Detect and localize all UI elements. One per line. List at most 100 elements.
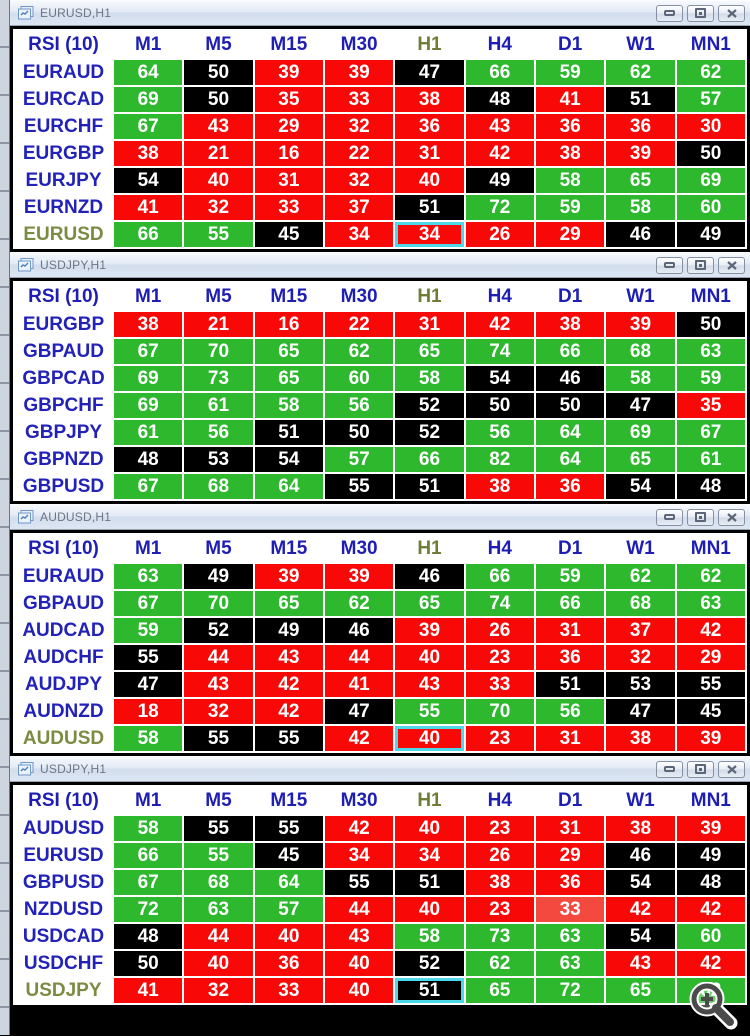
rsi-cell-EURJPY-M5[interactable]: 40 — [184, 168, 253, 193]
rsi-cell-AUDNZD-D1[interactable]: 56 — [535, 699, 605, 724]
pair-label-AUDNZD[interactable]: AUDNZD — [15, 699, 112, 724]
rsi-cell-GBPNZD-D1[interactable]: 64 — [535, 447, 605, 472]
rsi-cell-USDCAD-M30[interactable]: 43 — [324, 924, 394, 949]
rsi-cell-GBPCAD-D1[interactable]: 46 — [535, 366, 605, 391]
rsi-cell-AUDUSD-M5[interactable]: 55 — [184, 816, 253, 841]
rsi-cell-EURCAD-M15[interactable]: 35 — [254, 87, 323, 112]
rsi-cell-GBPCHF-H1[interactable]: 52 — [395, 393, 464, 418]
rsi-cell-EURAUD-H1[interactable]: 46 — [395, 564, 464, 589]
pair-label-USDJPY[interactable]: USDJPY — [15, 978, 112, 1003]
rsi-cell-AUDUSD-H4[interactable]: 23 — [465, 816, 534, 841]
window-titlebar[interactable]: EURUSD,H1 — [10, 0, 750, 26]
rsi-cell-EURGBP-W1[interactable]: 39 — [606, 141, 675, 166]
rsi-cell-EURGBP-H4[interactable]: 42 — [465, 312, 534, 337]
rsi-cell-AUDNZD-M15[interactable]: 42 — [254, 699, 323, 724]
rsi-cell-EURCAD-H4[interactable]: 48 — [465, 87, 534, 112]
rsi-cell-EURGBP-M1[interactable]: 38 — [114, 312, 183, 337]
rsi-cell-EURUSD-W1[interactable]: 46 — [606, 222, 675, 247]
rsi-cell-GBPAUD-H4[interactable]: 74 — [465, 591, 534, 616]
rsi-cell-EURGBP-M5[interactable]: 21 — [184, 141, 253, 166]
rsi-cell-EURCHF-H4[interactable]: 43 — [465, 114, 534, 139]
rsi-cell-EURUSD-M30[interactable]: 34 — [324, 843, 394, 868]
rsi-cell-USDJPY-M15[interactable]: 33 — [254, 978, 323, 1003]
rsi-cell-USDCAD-MN1[interactable]: 60 — [676, 924, 745, 949]
rsi-cell-EURNZD-D1[interactable]: 59 — [535, 195, 605, 220]
window-titlebar[interactable]: USDJPY,H1 — [10, 756, 750, 782]
rsi-cell-GBPJPY-MN1[interactable]: 67 — [676, 420, 745, 445]
rsi-cell-EURGBP-H1[interactable]: 31 — [395, 312, 464, 337]
rsi-cell-EURUSD-H1[interactable]: 34 — [395, 222, 464, 247]
rsi-cell-GBPAUD-MN1[interactable]: 63 — [676, 591, 745, 616]
rsi-cell-NZDUSD-H1[interactable]: 40 — [395, 897, 464, 922]
rsi-cell-GBPUSD-H4[interactable]: 38 — [465, 474, 534, 499]
rsi-cell-EURJPY-H1[interactable]: 40 — [395, 168, 464, 193]
rsi-cell-AUDCHF-M1[interactable]: 55 — [114, 645, 183, 670]
rsi-cell-AUDUSD-D1[interactable]: 31 — [535, 816, 605, 841]
rsi-cell-GBPCHF-W1[interactable]: 47 — [606, 393, 675, 418]
rsi-cell-USDJPY-H1[interactable]: 51 — [395, 978, 464, 1003]
rsi-cell-EURAUD-W1[interactable]: 62 — [606, 60, 675, 85]
rsi-cell-GBPUSD-H4[interactable]: 38 — [465, 870, 534, 895]
rsi-cell-AUDUSD-M5[interactable]: 55 — [184, 726, 253, 751]
rsi-cell-EURUSD-M5[interactable]: 55 — [184, 222, 253, 247]
rsi-cell-GBPCAD-H4[interactable]: 54 — [465, 366, 534, 391]
rsi-cell-EURAUD-M1[interactable]: 63 — [114, 564, 183, 589]
rsi-cell-AUDNZD-M5[interactable]: 32 — [184, 699, 253, 724]
rsi-cell-AUDJPY-MN1[interactable]: 55 — [676, 672, 745, 697]
rsi-cell-EURGBP-H4[interactable]: 42 — [465, 141, 534, 166]
rsi-cell-AUDCAD-H4[interactable]: 26 — [465, 618, 534, 643]
rsi-cell-EURGBP-M30[interactable]: 22 — [324, 141, 394, 166]
rsi-cell-AUDJPY-W1[interactable]: 53 — [606, 672, 675, 697]
rsi-cell-GBPAUD-M5[interactable]: 70 — [184, 591, 253, 616]
window-titlebar[interactable]: USDJPY,H1 — [10, 252, 750, 278]
restore-button[interactable] — [687, 508, 714, 526]
rsi-cell-EURNZD-M1[interactable]: 41 — [114, 195, 183, 220]
rsi-cell-AUDNZD-MN1[interactable]: 45 — [676, 699, 745, 724]
rsi-cell-GBPCHF-H4[interactable]: 50 — [465, 393, 534, 418]
rsi-cell-AUDCAD-M30[interactable]: 46 — [324, 618, 394, 643]
rsi-cell-GBPUSD-M30[interactable]: 55 — [324, 474, 394, 499]
pair-label-GBPAUD[interactable]: GBPAUD — [15, 591, 112, 616]
rsi-cell-GBPCAD-M1[interactable]: 69 — [114, 366, 183, 391]
pair-label-GBPCHF[interactable]: GBPCHF — [15, 393, 112, 418]
rsi-cell-NZDUSD-D1[interactable]: 33 — [535, 897, 605, 922]
close-button[interactable] — [718, 256, 745, 274]
rsi-cell-GBPNZD-W1[interactable]: 65 — [606, 447, 675, 472]
rsi-cell-EURAUD-D1[interactable]: 59 — [535, 60, 605, 85]
pair-label-EURGBP[interactable]: EURGBP — [15, 141, 112, 166]
close-button[interactable] — [718, 4, 745, 22]
rsi-cell-AUDCAD-H1[interactable]: 39 — [395, 618, 464, 643]
rsi-cell-AUDNZD-W1[interactable]: 47 — [606, 699, 675, 724]
pair-label-USDCHF[interactable]: USDCHF — [15, 951, 112, 976]
rsi-cell-AUDCHF-W1[interactable]: 32 — [606, 645, 675, 670]
rsi-cell-USDJPY-D1[interactable]: 72 — [535, 978, 605, 1003]
rsi-cell-EURCHF-H1[interactable]: 36 — [395, 114, 464, 139]
rsi-cell-GBPUSD-M1[interactable]: 67 — [114, 870, 183, 895]
rsi-cell-GBPAUD-M1[interactable]: 67 — [114, 339, 183, 364]
rsi-cell-AUDCHF-M30[interactable]: 44 — [324, 645, 394, 670]
rsi-cell-AUDNZD-M30[interactable]: 47 — [324, 699, 394, 724]
rsi-cell-EURNZD-MN1[interactable]: 60 — [676, 195, 745, 220]
rsi-cell-GBPUSD-M15[interactable]: 64 — [254, 870, 323, 895]
rsi-cell-AUDCAD-D1[interactable]: 31 — [535, 618, 605, 643]
rsi-cell-EURCHF-M5[interactable]: 43 — [184, 114, 253, 139]
pair-label-EURJPY[interactable]: EURJPY — [15, 168, 112, 193]
rsi-cell-AUDJPY-D1[interactable]: 51 — [535, 672, 605, 697]
rsi-cell-EURCHF-D1[interactable]: 36 — [535, 114, 605, 139]
rsi-cell-USDCHF-H1[interactable]: 52 — [395, 951, 464, 976]
rsi-cell-EURUSD-M1[interactable]: 66 — [114, 843, 183, 868]
rsi-cell-EURNZD-H4[interactable]: 72 — [465, 195, 534, 220]
rsi-cell-GBPAUD-M1[interactable]: 67 — [114, 591, 183, 616]
rsi-cell-GBPJPY-W1[interactable]: 69 — [606, 420, 675, 445]
rsi-cell-AUDUSD-D1[interactable]: 31 — [535, 726, 605, 751]
rsi-cell-GBPJPY-H1[interactable]: 52 — [395, 420, 464, 445]
rsi-cell-EURNZD-H1[interactable]: 51 — [395, 195, 464, 220]
window-titlebar[interactable]: AUDUSD,H1 — [10, 504, 750, 530]
pair-label-EURNZD[interactable]: EURNZD — [15, 195, 112, 220]
pair-label-EURCHF[interactable]: EURCHF — [15, 114, 112, 139]
rsi-cell-EURGBP-M15[interactable]: 16 — [254, 141, 323, 166]
rsi-cell-EURUSD-M15[interactable]: 45 — [254, 222, 323, 247]
rsi-cell-EURAUD-H4[interactable]: 66 — [465, 564, 534, 589]
rsi-cell-AUDUSD-M15[interactable]: 55 — [254, 726, 323, 751]
rsi-cell-EURCHF-M1[interactable]: 67 — [114, 114, 183, 139]
